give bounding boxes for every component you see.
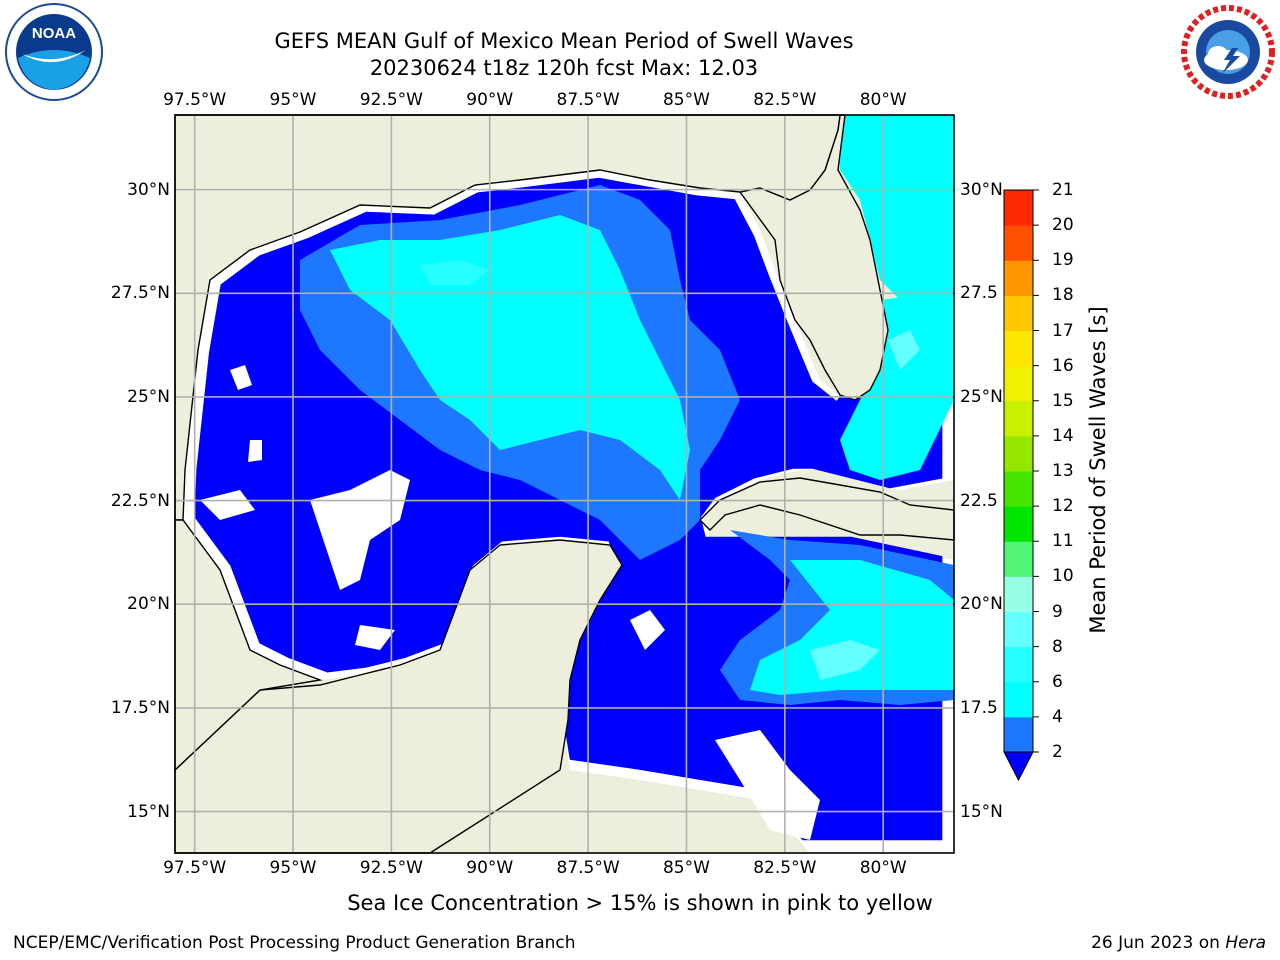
colorbar-tick-label: 18	[1052, 285, 1074, 306]
colorbar-tick-label: 20	[1052, 215, 1074, 236]
colorbar-tick-label: 8	[1052, 636, 1063, 657]
caribbean-9-10s	[810, 640, 880, 680]
colorbar-segment	[1004, 295, 1033, 331]
lon-tick-label-top: 92.5°W	[359, 90, 423, 110]
lon-tick-label-bottom: 92.5°W	[359, 858, 423, 878]
colorbar-segment	[1004, 646, 1033, 683]
colorbar-segment	[1004, 225, 1033, 261]
colorbar-segment	[1004, 365, 1033, 402]
lat-tick-label-left: 25°N	[127, 386, 170, 407]
no-data-patch	[715, 730, 820, 840]
lat-tick-label-right: 25°N	[960, 386, 1003, 407]
colorbar-segment	[1004, 611, 1033, 648]
colorbar-tick-label: 15	[1052, 390, 1074, 411]
lon-tick-label-bottom: 80°W	[859, 858, 907, 878]
colorbar-segment	[1004, 330, 1033, 367]
map-title: GEFS MEAN Gulf of Mexico Mean Period of …	[274, 29, 854, 53]
lat-tick-label-left: 15°N	[127, 801, 170, 822]
swell-period-6-8s	[330, 215, 690, 500]
no-data-patch	[248, 440, 262, 462]
no-data-patch	[230, 365, 252, 390]
colorbar-segment	[1004, 400, 1033, 437]
lon-tick-label-bottom: 95°W	[269, 858, 317, 878]
colorbar-extend-arrow	[1003, 751, 1034, 782]
lat-tick-label-right: 27.5	[960, 283, 998, 304]
lat-tick-label-left: 20°N	[127, 594, 170, 615]
footer-date: 26 Jun 2023 on Hera	[1091, 933, 1266, 953]
colorbar-tick-label: 2	[1052, 742, 1063, 762]
colorbar-segment	[1004, 435, 1033, 472]
swell-period-8-9s	[420, 260, 490, 285]
colorbar-tick-label: 16	[1052, 355, 1074, 376]
straits-swell	[840, 290, 954, 480]
lon-tick-label-bottom: 90°W	[466, 858, 514, 878]
lat-tick-label-right: 20°N	[960, 594, 1003, 615]
lon-tick-label-bottom: 87.5°W	[556, 858, 620, 878]
lat-tick-label-left: 30°N	[127, 179, 170, 200]
map-subtitle: 20230624 t18z 120h fcst Max: 12.03	[369, 56, 759, 80]
svg-text:NOAA: NOAA	[32, 25, 76, 42]
lon-tick-label-top: 97.5°W	[163, 90, 227, 110]
colorbar-tick-label: 17	[1052, 320, 1074, 341]
colorbar-segment	[1004, 576, 1033, 612]
colorbar-tick-label: 6	[1052, 671, 1063, 692]
lon-tick-label-bottom: 97.5°W	[163, 858, 227, 878]
colorbar-tick-label: 21	[1052, 180, 1074, 200]
lon-tick-label-top: 87.5°W	[556, 90, 620, 110]
lon-tick-label-bottom: 82.5°W	[753, 858, 817, 878]
lat-tick-label-left: 17.5°N	[110, 697, 170, 718]
lon-tick-label-top: 85°W	[662, 90, 710, 110]
lon-tick-label-top: 82.5°W	[753, 90, 817, 110]
atlantic-swell	[838, 115, 954, 300]
lat-tick-label-right: 30°N	[960, 179, 1003, 200]
lat-tick-label-left: 27.5°N	[110, 283, 170, 304]
colorbar-tick-label: 9	[1052, 601, 1063, 622]
mexico-central-america-landmass	[174, 539, 623, 854]
colorbar-tick-label: 13	[1052, 461, 1074, 481]
lat-tick-label-right: 22.5	[960, 490, 998, 511]
footer-date-text: 26 Jun 2023 on	[1091, 933, 1226, 953]
colorbar-tick-label: 10	[1052, 566, 1074, 587]
colorbar-tick-label: 19	[1052, 250, 1074, 271]
caribbean-6-8s	[750, 560, 954, 695]
no-data-patch	[630, 610, 665, 650]
lat-tick-label-left: 22.5°N	[110, 490, 170, 511]
colorbar-segment	[1004, 681, 1033, 718]
colorbar-title: Mean Period of Swell Waves [s]	[1086, 306, 1110, 634]
colorbar-segment	[1004, 541, 1033, 577]
lat-tick-label-right: 15°N	[960, 801, 1003, 822]
colorbar-segment	[1004, 260, 1033, 296]
footer-host: Hera	[1225, 933, 1266, 953]
lat-tick-label-right: 17.5	[960, 697, 998, 718]
no-data-patch	[200, 490, 255, 520]
noaa-logo: NOAA	[5, 3, 103, 101]
map-frame	[174, 114, 955, 854]
footer-credit: NCEP/EMC/Verification Post Processing Pr…	[13, 933, 576, 953]
colorbar-segment	[1004, 716, 1033, 753]
lon-tick-label-top: 90°W	[466, 90, 514, 110]
colorbar-segment	[1004, 190, 1033, 226]
sea-ice-note: Sea Ice Concentration > 15% is shown in …	[347, 891, 933, 915]
nws-logo	[1180, 4, 1276, 100]
lon-tick-label-bottom: 85°W	[662, 858, 710, 878]
colorbar-tick-label: 11	[1052, 531, 1074, 552]
colorbar-tick-label: 12	[1052, 496, 1074, 517]
lon-tick-label-top: 95°W	[269, 90, 317, 110]
north-america-landmass	[174, 114, 841, 521]
no-data-patch	[355, 625, 395, 650]
colorbar-tick-label: 4	[1052, 706, 1063, 727]
swell-period-9-10s-east	[888, 330, 920, 370]
colorbar-tick-label: 14	[1052, 425, 1074, 446]
lon-tick-label-top: 80°W	[859, 90, 907, 110]
colorbar-segment	[1004, 506, 1033, 542]
colorbar-segment	[1004, 471, 1033, 507]
